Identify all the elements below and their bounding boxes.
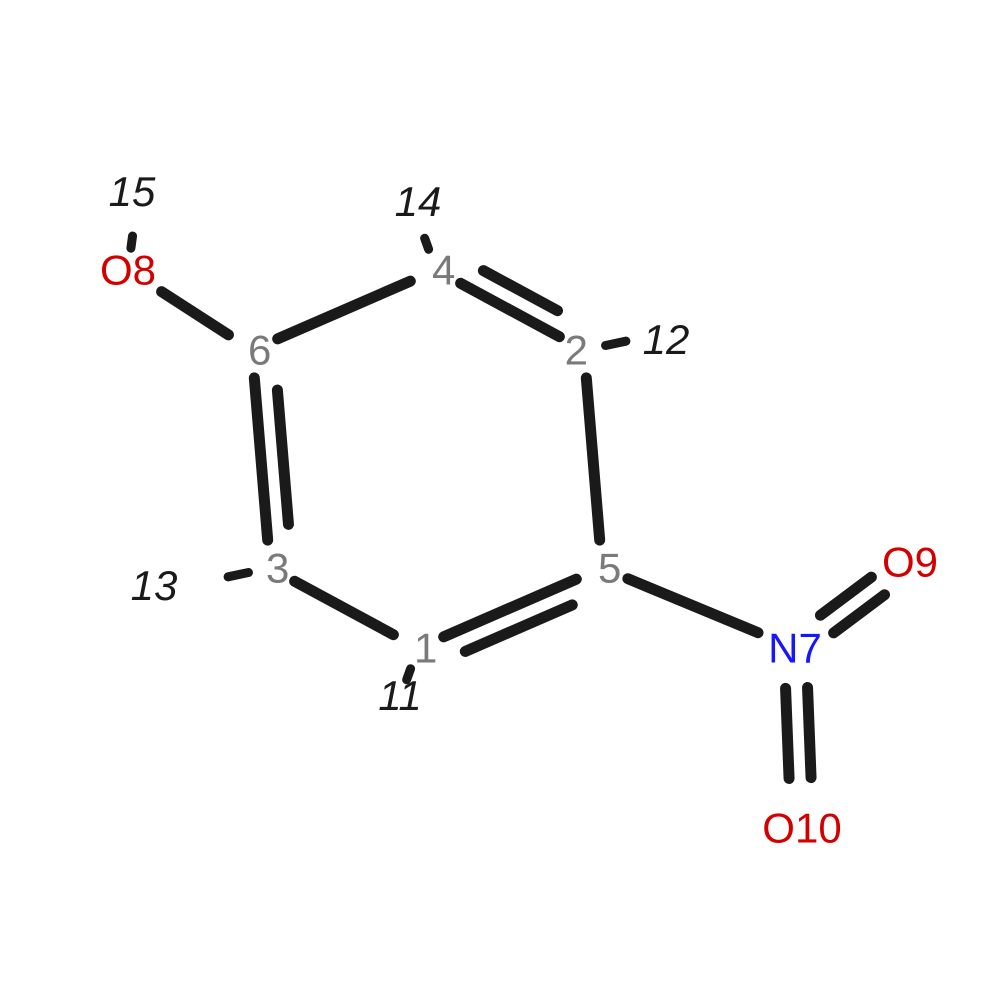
h-stick (228, 573, 248, 577)
index-labels-group: 1112131415 (109, 168, 690, 719)
bond (461, 283, 560, 336)
bond (786, 688, 790, 778)
index-label: 13 (131, 562, 178, 609)
atom-label: N7 (768, 625, 822, 672)
molecule-diagram: 1112131415123456N7O8O9O10 (0, 0, 1000, 1000)
atom-label: 6 (248, 327, 271, 374)
bond (278, 281, 411, 339)
index-label: 11 (378, 672, 422, 719)
atom-label: 5 (598, 545, 621, 592)
bond (628, 579, 758, 633)
bond (295, 581, 394, 634)
index-label: 14 (395, 178, 442, 225)
atom-label: 4 (432, 247, 455, 294)
bond (254, 378, 267, 540)
atom-label: O9 (882, 539, 938, 586)
bond (162, 292, 229, 335)
atom-label: 1 (414, 625, 437, 672)
atom-label: 3 (266, 545, 289, 592)
bond (808, 688, 812, 778)
bond (586, 378, 599, 540)
atom-label: O10 (762, 805, 841, 852)
index-label: 12 (643, 316, 690, 363)
index-label: 15 (109, 168, 156, 215)
atom-label: 2 (565, 327, 588, 374)
bond (465, 605, 572, 652)
h-stick (606, 341, 626, 345)
atom-label: O8 (100, 247, 156, 294)
h-stick (425, 238, 429, 249)
bond (277, 390, 288, 524)
